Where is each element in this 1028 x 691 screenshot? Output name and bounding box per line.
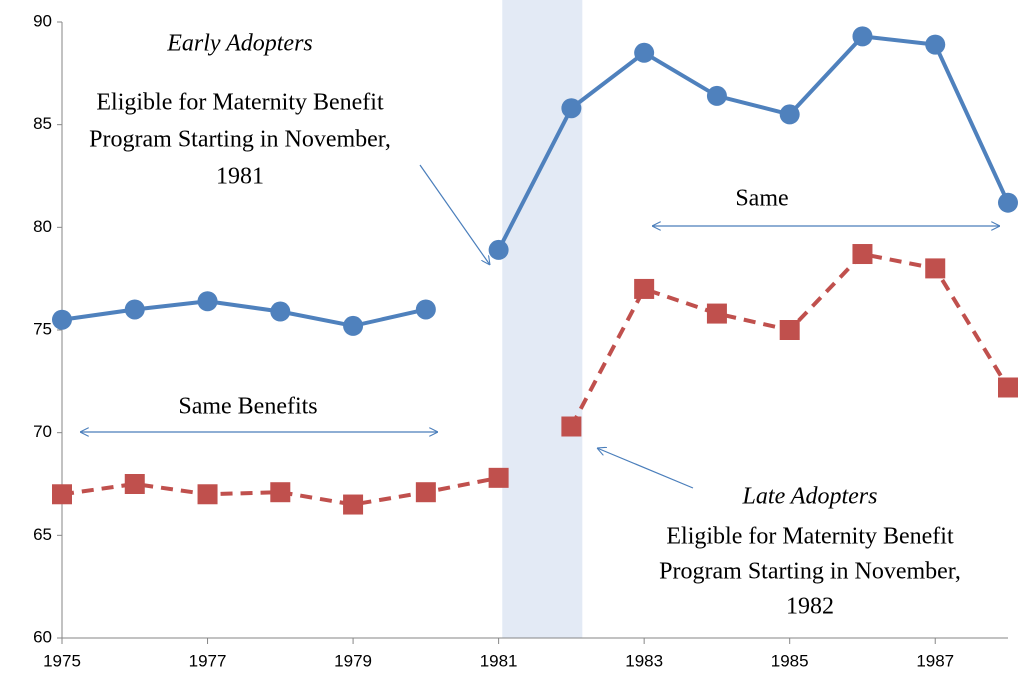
data-point (488, 239, 509, 260)
data-point (925, 34, 946, 55)
data-point (706, 303, 727, 324)
annotation-arrow (597, 448, 694, 489)
data-point (52, 309, 72, 330)
annotation-title: Early Adopters (166, 31, 313, 57)
annotation-line: Program Starting in November, (659, 559, 961, 585)
annotation-title: Late Adopters (742, 484, 878, 510)
shaded-period (502, 0, 583, 638)
data-point (343, 494, 364, 515)
x-tick-label: 1985 (771, 651, 809, 670)
y-tick-label: 70 (33, 422, 52, 441)
y-tick-label: 60 (33, 627, 52, 646)
span-label: Same (735, 186, 788, 212)
data-point (124, 299, 145, 320)
data-point (998, 377, 1018, 398)
x-tick-label: 1981 (480, 651, 518, 670)
data-point (925, 258, 946, 279)
data-point (415, 482, 436, 503)
data-point (415, 299, 436, 320)
data-point (270, 482, 291, 503)
data-point (779, 104, 800, 125)
data-point (488, 467, 509, 488)
y-tick-label: 80 (33, 217, 52, 236)
data-point (197, 484, 218, 505)
data-point (270, 301, 291, 322)
annotation-line: Eligible for Maternity Benefit (96, 90, 384, 116)
data-point (779, 320, 800, 340)
data-point (852, 244, 873, 265)
data-point (197, 291, 218, 312)
x-tick-label: 1977 (189, 651, 227, 670)
x-tick-label: 1975 (43, 651, 81, 670)
data-point (706, 85, 727, 106)
annotation-arrow (419, 164, 490, 265)
y-tick-label: 85 (33, 114, 52, 133)
y-tick-label: 75 (33, 319, 52, 338)
data-point (634, 42, 655, 63)
annotation-line: Eligible for Maternity Benefit (666, 524, 954, 550)
annotation-line: 1982 (786, 594, 834, 620)
data-point (852, 26, 873, 47)
series-line (496, 34, 1010, 251)
data-point (343, 315, 364, 336)
data-point (634, 278, 655, 299)
span-label: Same Benefits (178, 394, 317, 420)
series-line (61, 299, 427, 328)
x-tick-label: 1987 (916, 651, 954, 670)
y-tick-label: 65 (33, 525, 52, 544)
y-tick-label: 90 (33, 11, 52, 30)
data-point (998, 192, 1018, 213)
x-tick-label: 1983 (625, 651, 663, 670)
x-tick-label: 1979 (334, 651, 372, 670)
data-point (561, 416, 582, 437)
annotation-line: Program Starting in November, (89, 127, 391, 153)
data-point (52, 484, 72, 505)
annotation-line: 1981 (216, 164, 264, 190)
data-point (124, 474, 145, 494)
data-point (561, 98, 582, 119)
